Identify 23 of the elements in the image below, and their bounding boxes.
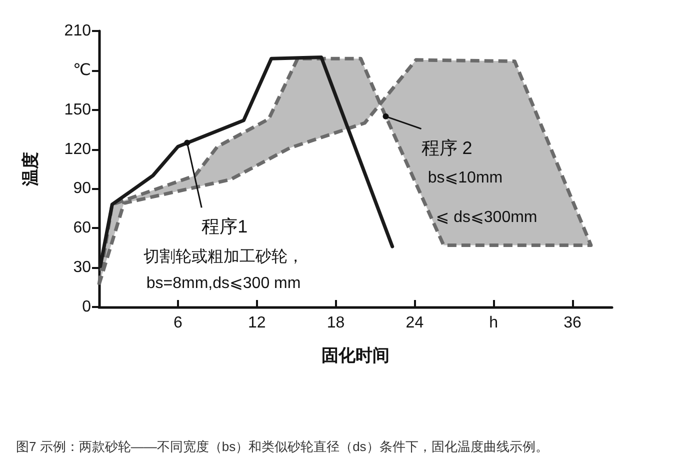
x-tick-label: h	[489, 314, 498, 332]
annotation: 程序1	[202, 216, 248, 237]
x-tick-label: 12	[248, 314, 266, 332]
y-tick-label: 30	[73, 259, 92, 276]
annotation: bs=8mm,ds⩽300 mm	[146, 274, 301, 292]
y-tick-label: ℃	[73, 62, 91, 79]
y-tick-label: 90	[73, 180, 92, 198]
x-tick-label: 18	[326, 314, 345, 332]
annotation: 切割轮或粗加工砂轮，	[144, 248, 304, 266]
y-axis-title: 温度	[21, 152, 40, 187]
x-tick-label: 24	[406, 314, 424, 332]
annotation: 程序 2	[421, 138, 472, 158]
y-tick-label: 210	[64, 22, 92, 40]
y-tick-label: 120	[64, 140, 92, 158]
annotation: bs⩽10mm	[428, 170, 503, 187]
caption: 图7 示例：两款砂轮——不同宽度（bs）和类似砂轮直径（ds）条件下，固化温度曲线示例。	[16, 439, 548, 454]
annotation: ⩽ ds⩽300mm	[436, 209, 538, 226]
y-tick-label: 0	[82, 298, 92, 316]
y-tick-label: 60	[73, 220, 92, 237]
y-tick-label: 150	[64, 101, 92, 118]
x-axis-title: 固化时间	[322, 346, 390, 365]
x-tick-label: 36	[564, 314, 582, 332]
x-tick-label: 6	[173, 314, 182, 332]
